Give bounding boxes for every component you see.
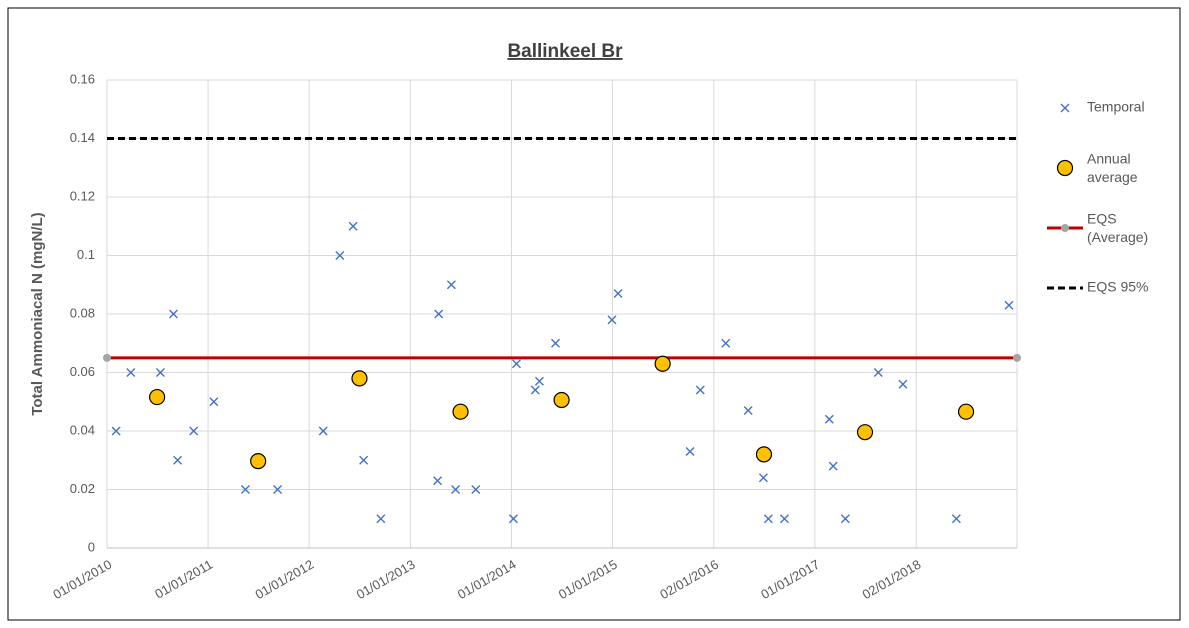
point — [318, 426, 328, 436]
y-tick-label: 0.06 — [70, 364, 95, 379]
legend-label: Temporal — [1087, 99, 1145, 115]
legend-label: Annual average — [1087, 150, 1138, 184]
point — [149, 388, 166, 406]
y-tick-label: 0.14 — [70, 130, 95, 145]
point — [126, 368, 136, 377]
point — [758, 473, 768, 483]
point — [856, 424, 874, 441]
point — [433, 476, 443, 486]
point — [695, 385, 705, 395]
point — [898, 379, 908, 389]
point — [957, 403, 975, 420]
legend-label: EQS 95% — [1087, 279, 1148, 295]
y-tick-label: 0.02 — [70, 481, 95, 496]
point — [250, 453, 267, 470]
point — [530, 385, 540, 395]
point — [511, 359, 521, 369]
reference-end — [103, 353, 111, 362]
point — [763, 514, 773, 524]
point — [755, 446, 773, 463]
point — [508, 514, 518, 524]
point — [335, 251, 345, 260]
point — [189, 426, 199, 436]
legend-label: EQS (Average) — [1087, 210, 1148, 244]
point — [446, 280, 456, 290]
point — [434, 309, 444, 319]
point — [824, 414, 834, 424]
point — [155, 368, 165, 377]
point — [779, 514, 789, 524]
y-tick-label: 0.16 — [70, 71, 95, 86]
point — [828, 461, 838, 471]
point — [471, 485, 481, 494]
point — [613, 289, 623, 299]
reference-end — [1013, 353, 1021, 362]
point — [240, 485, 250, 494]
point — [168, 309, 178, 319]
point — [607, 315, 617, 325]
point — [685, 446, 695, 456]
point — [359, 455, 369, 465]
point — [840, 514, 850, 524]
point — [451, 485, 461, 494]
chart-title: Ballinkeel Br — [507, 41, 623, 62]
point — [173, 455, 183, 465]
point — [111, 426, 121, 436]
point — [348, 221, 358, 231]
legend-marker — [1060, 103, 1070, 113]
point — [654, 355, 671, 372]
point — [951, 514, 961, 524]
y-axis-label: Total Ammoniacal N (mgN/L) — [29, 212, 46, 415]
point — [452, 403, 469, 420]
point — [376, 514, 386, 524]
y-tick-label: 0.12 — [70, 188, 95, 203]
point — [873, 368, 883, 377]
legend-marker — [1056, 159, 1074, 177]
legend-marker — [1061, 224, 1069, 232]
point — [351, 370, 368, 387]
point — [721, 338, 731, 348]
y-tick-label: 0.1 — [77, 247, 95, 262]
y-tick-label: 0.08 — [70, 305, 95, 320]
point — [1004, 300, 1014, 310]
point — [534, 376, 544, 386]
y-tick-label: 0 — [88, 539, 95, 554]
y-tick-label: 0.04 — [70, 422, 95, 437]
point — [209, 397, 219, 407]
point — [273, 485, 283, 494]
point — [553, 391, 570, 409]
point — [550, 338, 560, 348]
point — [743, 406, 753, 416]
